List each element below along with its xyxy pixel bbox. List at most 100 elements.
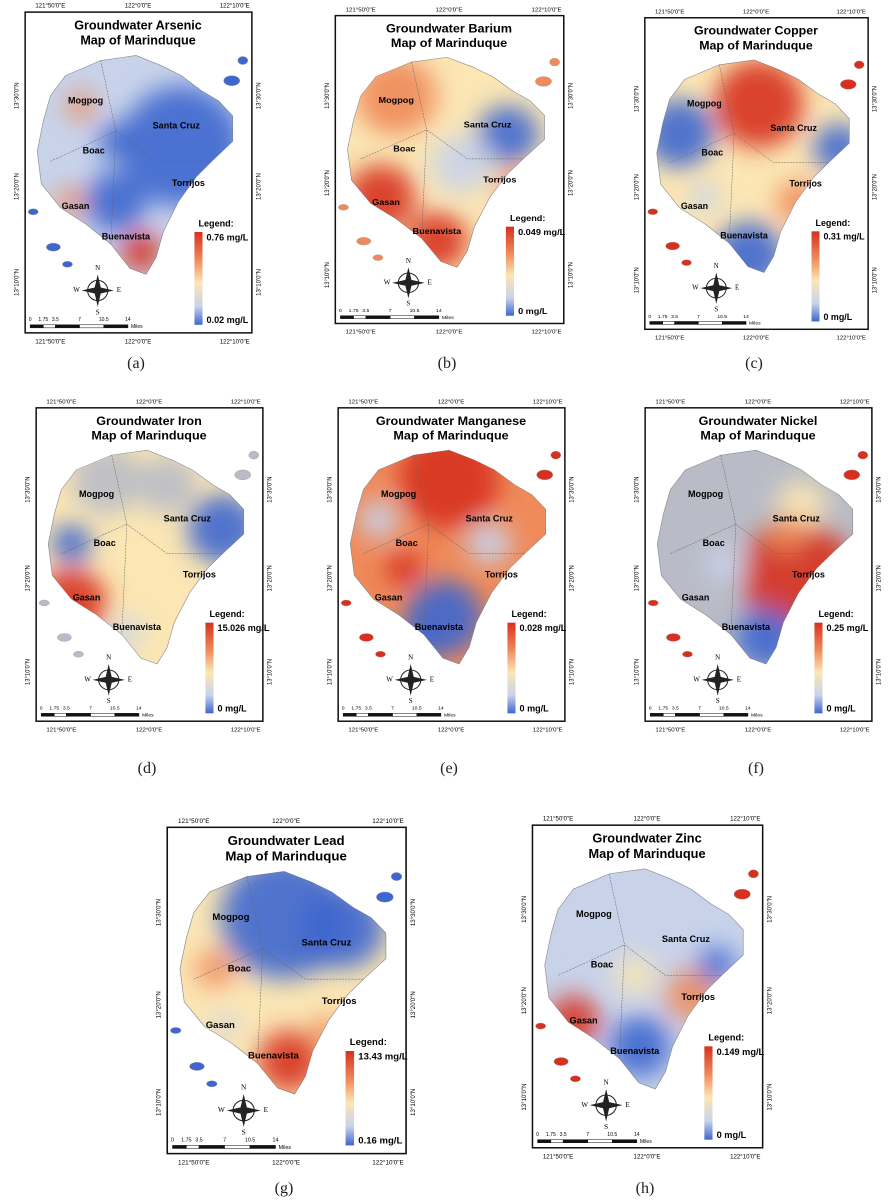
legend-bar xyxy=(507,622,516,714)
heat-blob xyxy=(689,182,720,212)
lat-label: 13°20'0"N xyxy=(15,173,21,200)
heat-blob xyxy=(714,59,804,149)
scale-unit: Miles xyxy=(640,1139,652,1145)
compass-letter: E xyxy=(625,1101,629,1109)
map-subtitle: Map of Marinduque xyxy=(393,429,508,443)
lat-label: 13°20'0"N xyxy=(328,565,334,591)
compass-star xyxy=(700,272,733,304)
compass-letter: W xyxy=(581,1101,588,1109)
legend-bar xyxy=(814,622,823,714)
map-panel: 121°50'0"E 121°50'0"E 122°0'0"E 122°0'0"E 12… xyxy=(16,396,278,736)
islet xyxy=(375,651,386,658)
lon-label: 122°0'0"E xyxy=(436,7,463,13)
lat-label: 13°20'0"N xyxy=(257,173,263,200)
heat-blob xyxy=(431,134,493,193)
lat-label: 13°30'0"N xyxy=(26,476,32,502)
scale-label: 0 xyxy=(40,706,43,712)
heat xyxy=(347,57,539,268)
legend-min: 0 mg/L xyxy=(518,306,548,316)
lat-label: 13°30'0"N xyxy=(257,82,263,109)
heat-blob xyxy=(385,550,422,587)
compass-letter: N xyxy=(714,263,719,270)
compass-letter: N xyxy=(406,257,411,265)
map-subtitle: Map of Marinduque xyxy=(225,849,346,864)
lat-label: 13°10'0"N xyxy=(267,659,273,685)
scale-unit: Miles xyxy=(442,315,454,321)
compass-letter: E xyxy=(428,279,432,287)
town-label: Boac xyxy=(591,960,613,970)
lon-label: 122°0'0"E xyxy=(634,816,661,823)
scale-label: 7 xyxy=(78,317,81,323)
heat-blob xyxy=(467,522,512,566)
lat-label: 13°10'0"N xyxy=(155,1089,162,1116)
boundary xyxy=(411,62,524,160)
lat-label: 13°30'0"N xyxy=(325,83,331,109)
town-label: Gasan xyxy=(681,201,708,211)
scale-segment xyxy=(114,713,140,717)
scale-label: 7 xyxy=(223,1138,226,1144)
scale-segment xyxy=(54,713,67,717)
legend-max: 0.31 mg/L xyxy=(823,232,865,242)
compass-star xyxy=(589,1088,623,1122)
lat-label: 13°10'0"N xyxy=(15,269,21,296)
lat-label: 13°30'0"N xyxy=(569,476,575,502)
town-label: Mogpog xyxy=(79,489,114,499)
scale-label: 0 xyxy=(171,1138,174,1144)
map-title: Groundwater Barium xyxy=(386,22,512,36)
map-subtitle: Map of Marinduque xyxy=(589,846,706,861)
lon-label: 122°0'0"E xyxy=(745,400,772,406)
legend-title: Legend: xyxy=(818,609,853,619)
map-subtitle: Map of Marinduque xyxy=(80,34,195,48)
lon-label: 122°0'0"E xyxy=(438,400,465,406)
compass-letter: E xyxy=(737,675,741,683)
town-label: Mogpog xyxy=(381,489,416,499)
scale-label: 7 xyxy=(391,706,394,712)
islet xyxy=(535,76,552,87)
lon-label: 121°50'0"E xyxy=(46,400,76,406)
scale-label: 1.75 xyxy=(38,317,48,323)
lat-label: 13°10'0"N xyxy=(635,659,641,685)
map: 121°50'0"E 121°50'0"E 122°0'0"E 122°0'0"E 12… xyxy=(634,9,878,341)
islet xyxy=(682,651,693,658)
scale-label: 0 xyxy=(536,1132,539,1138)
lat-label: 13°10'0"N xyxy=(634,267,640,293)
lat-label: 13°20'0"N xyxy=(635,565,641,591)
scale-segment xyxy=(723,713,749,717)
lon-label: 122°10'0"E xyxy=(840,400,870,406)
compass-star xyxy=(701,664,734,696)
compass-letter: N xyxy=(715,654,720,662)
compass-letter: E xyxy=(430,675,434,683)
lon-label: 122°10'0"E xyxy=(533,400,563,406)
heat-blob xyxy=(813,123,850,173)
scale-label: 14 xyxy=(136,706,142,712)
boundary xyxy=(246,876,364,980)
scale-segment xyxy=(356,713,369,717)
scale-segment xyxy=(389,315,415,319)
scale-segment xyxy=(537,1139,552,1143)
legend-bar xyxy=(811,231,820,322)
lat-label: 13°30'0"N xyxy=(766,896,773,923)
scale-segment xyxy=(562,1139,588,1143)
heat-blob xyxy=(257,1030,322,1093)
scale-label: 0 xyxy=(29,317,32,323)
scale-label: 10.5 xyxy=(110,706,120,712)
lon-label: 122°10'0"E xyxy=(840,728,870,734)
town-label: Torrijos xyxy=(172,178,205,188)
town-label: Torrijos xyxy=(183,570,216,580)
map: 121°50'0"E 121°50'0"E 122°0'0"E 122°0'0"E 12… xyxy=(26,400,274,734)
lon-label: 122°10'0"E xyxy=(220,340,250,346)
scale-unit: Miles xyxy=(444,713,456,719)
town-label: Boac xyxy=(94,538,116,548)
town-label: Santa Cruz xyxy=(153,120,201,130)
map-title: Groundwater Arsenic xyxy=(74,19,202,33)
islet xyxy=(733,888,751,900)
lon-label: 122°10'0"E xyxy=(837,9,866,15)
compass-letter: W xyxy=(693,675,700,683)
islet xyxy=(748,869,759,879)
town-label: Torrijos xyxy=(792,570,825,580)
heat-blobs xyxy=(347,57,539,268)
map-panel: 121°50'0"E 121°50'0"E 122°0'0"E 122°0'0"E 12… xyxy=(146,815,422,1169)
lat-label: 13°20'0"N xyxy=(267,565,273,591)
lat-label: 13°20'0"N xyxy=(766,987,773,1014)
caption: (g) xyxy=(274,1180,294,1197)
